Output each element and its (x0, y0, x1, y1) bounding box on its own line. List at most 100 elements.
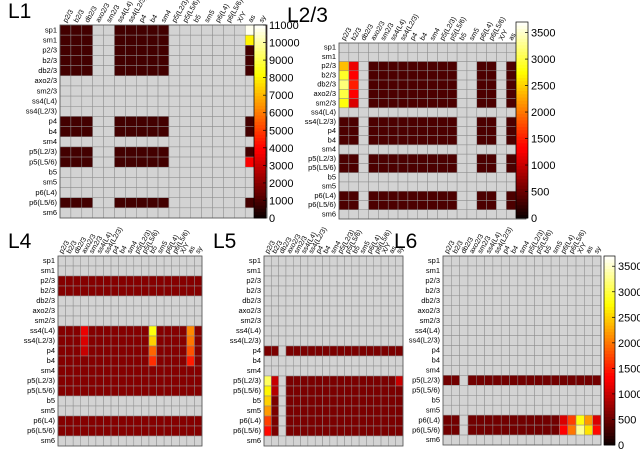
heatmap-cell (118, 435, 127, 447)
colorbar-segment (516, 195, 528, 199)
heatmap-cell (300, 355, 309, 367)
heatmap-cell (584, 404, 593, 416)
colorbar-segment (516, 204, 528, 209)
heatmap-cell (148, 415, 157, 427)
heatmap-cell (380, 425, 389, 437)
heatmap-cell (186, 255, 195, 267)
heatmap-cell (534, 434, 544, 446)
heatmap-cell (146, 136, 159, 148)
heatmap-cell (194, 345, 203, 357)
row-label: sm2/3 (37, 86, 57, 95)
heatmap-cell (459, 305, 469, 316)
colorbar-segment (516, 35, 528, 39)
heatmap-cell (285, 355, 294, 367)
heatmap-cell (263, 395, 272, 407)
heatmap-cell (388, 385, 396, 397)
heatmap-cell (168, 95, 181, 107)
heatmap-cell (314, 295, 323, 307)
heatmap-cell (163, 415, 172, 427)
heatmap-cell (584, 305, 593, 316)
heatmap-cell (57, 255, 66, 267)
panel-4: L6sp1sm1p2/3b2/3db2/3axo2/3sm2/3ss4(L4)s… (394, 226, 640, 449)
heatmap-cell (567, 404, 577, 416)
heatmap-cell (407, 98, 418, 109)
heatmap-cell (358, 135, 369, 146)
heatmap-cell (293, 375, 301, 387)
heatmap-cell (114, 207, 126, 219)
heatmap-cell (373, 255, 382, 267)
row-label: sm2/3 (420, 316, 440, 325)
heatmap-cell (348, 116, 359, 127)
heatmap-cell (467, 424, 477, 436)
heatmap-cell (525, 285, 535, 297)
heatmap-cell (456, 70, 468, 81)
heatmap-cell (146, 75, 159, 87)
heatmap-cell (179, 156, 191, 168)
colorbar-segment (254, 189, 266, 193)
heatmap-cell (592, 275, 602, 287)
row-label: b2/3 (246, 286, 261, 295)
heatmap-cell (427, 52, 438, 62)
colorbar-segment (604, 303, 615, 307)
heatmap-cell (559, 414, 568, 426)
heatmap-cell (592, 365, 602, 376)
heatmap-cell (492, 285, 502, 297)
column-label: b5 (543, 245, 553, 255)
heatmap-cell (125, 95, 137, 107)
heatmap-cell (476, 107, 487, 118)
heatmap-cell (329, 375, 338, 387)
heatmap-cell (114, 156, 126, 168)
heatmap-cell (307, 255, 316, 267)
row-label: p6(L4) (239, 416, 261, 425)
heatmap-cell (234, 187, 246, 198)
heatmap-cell (322, 355, 331, 367)
heatmap-cell (72, 435, 81, 447)
colorbar-segment (604, 309, 615, 314)
heatmap-cell (179, 275, 188, 287)
heatmap-cell (125, 435, 135, 447)
heatmap-cell (271, 295, 279, 307)
colorbar-tick-label: 3000 (269, 160, 293, 172)
heatmap-cell (157, 207, 170, 219)
colorbar-segment (604, 293, 615, 298)
heatmap-cell (451, 265, 460, 277)
colorbar-segment (254, 121, 266, 126)
heatmap-cell (534, 365, 544, 376)
heatmap-cell (344, 365, 353, 377)
heatmap-cell (148, 395, 157, 407)
heatmap-cell (395, 365, 404, 377)
row-label: p5(L2/3) (412, 376, 440, 385)
heatmap-cell (373, 395, 382, 407)
heatmap-cell (201, 55, 213, 66)
heatmap-cell (278, 355, 287, 367)
heatmap-cell (336, 395, 345, 407)
heatmap-cell (373, 385, 382, 397)
heatmap-cell (212, 65, 224, 77)
heatmap-cell (157, 187, 170, 198)
colorbar-segment (604, 366, 615, 370)
heatmap-cell (271, 385, 279, 397)
heatmap-cell (212, 177, 224, 188)
heatmap-cell (592, 355, 602, 366)
heatmap-cell (348, 98, 359, 109)
heatmap-cell (351, 425, 360, 437)
heatmap-cell (212, 95, 224, 107)
heatmap-cell (496, 42, 507, 53)
heatmap-cell (500, 265, 510, 277)
heatmap-cell (378, 209, 389, 220)
heatmap-cell (476, 126, 487, 136)
heatmap-cell (336, 355, 345, 367)
heatmap-cell (234, 207, 246, 219)
row-label: sm6 (322, 209, 336, 218)
heatmap-cell (368, 70, 379, 81)
heatmap-cell (358, 98, 369, 109)
heatmap-cell (486, 70, 497, 81)
heatmap-cell (451, 355, 460, 366)
heatmap-cell (466, 79, 478, 90)
heatmap-cell (358, 107, 369, 118)
panel-title: L2/3 (287, 4, 328, 27)
heatmap-cell (163, 435, 172, 447)
heatmap-cell (442, 275, 452, 287)
colorbar-tick-label: 500 (618, 414, 636, 426)
colorbar-segment (254, 185, 266, 190)
